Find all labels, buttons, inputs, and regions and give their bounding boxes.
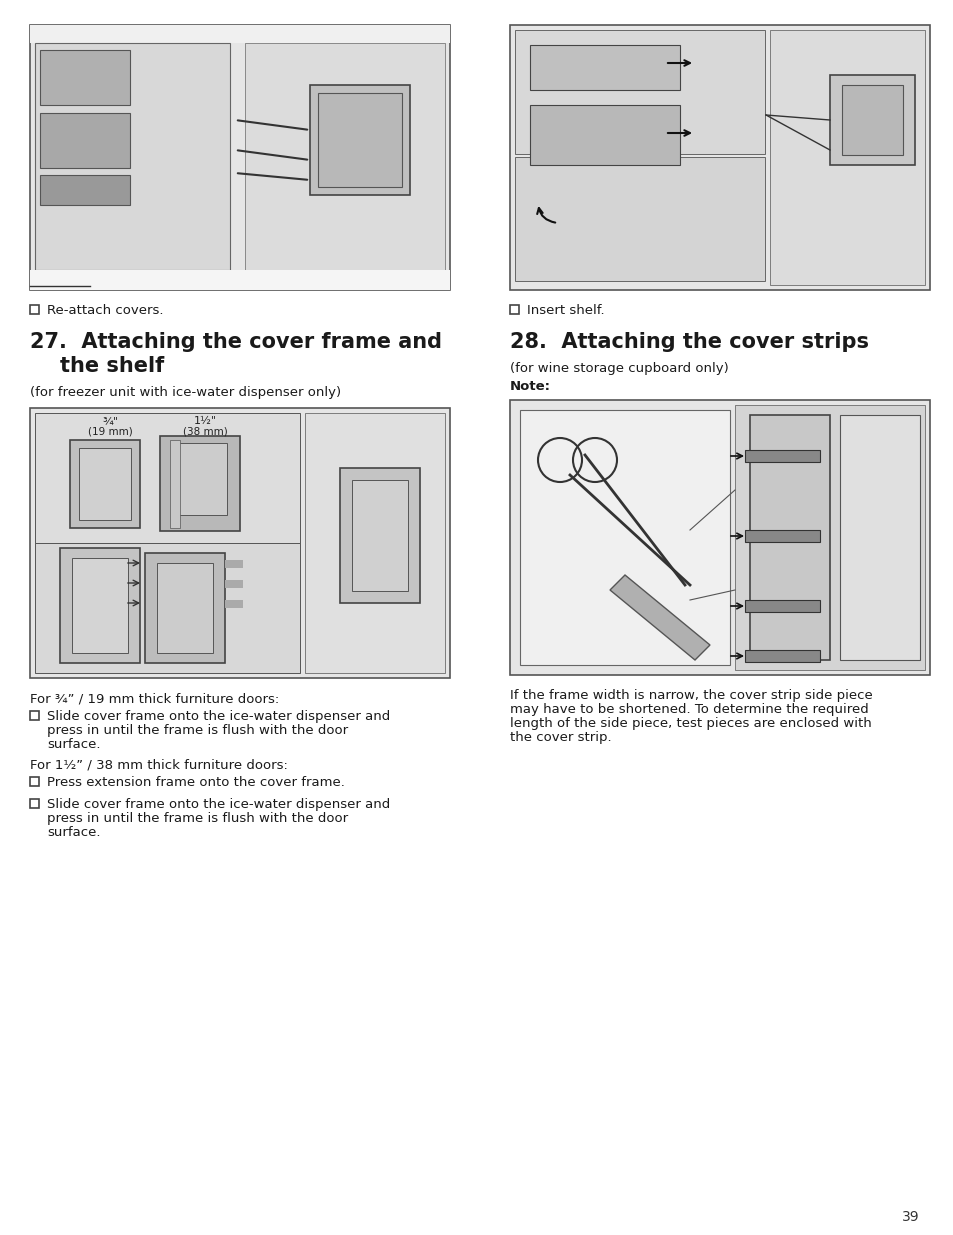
Text: (for freezer unit with ice-water dispenser only): (for freezer unit with ice-water dispens… <box>30 387 341 399</box>
Text: press in until the frame is flush with the door: press in until the frame is flush with t… <box>47 811 348 825</box>
Bar <box>515 30 764 154</box>
Text: may have to be shortened. To determine the required: may have to be shortened. To determine t… <box>510 703 868 716</box>
Text: Re-attach covers.: Re-attach covers. <box>47 304 163 317</box>
Bar <box>841 85 902 156</box>
Bar <box>510 305 518 314</box>
Bar <box>174 443 227 515</box>
Text: surface.: surface. <box>47 739 100 751</box>
Bar <box>339 468 419 603</box>
Bar <box>352 480 408 592</box>
Bar <box>744 600 820 613</box>
Text: For 1½” / 38 mm thick furniture doors:: For 1½” / 38 mm thick furniture doors: <box>30 758 288 771</box>
Bar <box>35 412 299 543</box>
Text: Slide cover frame onto the ice-water dispenser and: Slide cover frame onto the ice-water dis… <box>47 710 390 722</box>
Bar <box>530 44 679 90</box>
Text: (19 mm): (19 mm) <box>88 427 132 437</box>
Bar <box>530 105 679 165</box>
Bar <box>157 563 213 653</box>
Text: Press extension frame onto the cover frame.: Press extension frame onto the cover fra… <box>47 776 345 789</box>
Bar <box>519 410 729 664</box>
Bar <box>79 448 131 520</box>
Text: Insert shelf.: Insert shelf. <box>526 304 604 317</box>
Text: For ¾” / 19 mm thick furniture doors:: For ¾” / 19 mm thick furniture doors: <box>30 692 279 705</box>
Bar <box>30 799 39 808</box>
Bar <box>70 440 140 529</box>
Text: (for wine storage cupboard only): (for wine storage cupboard only) <box>510 362 728 375</box>
Polygon shape <box>609 576 709 659</box>
Text: ¾": ¾" <box>102 416 118 426</box>
Bar <box>71 558 128 653</box>
Bar <box>225 600 243 608</box>
Bar <box>170 440 180 529</box>
Bar <box>734 405 924 671</box>
Text: 28.  Attaching the cover strips: 28. Attaching the cover strips <box>510 332 868 352</box>
Text: the cover strip.: the cover strip. <box>510 731 611 743</box>
Bar <box>744 530 820 542</box>
Bar <box>744 650 820 662</box>
Bar <box>510 25 929 290</box>
Bar <box>40 112 130 168</box>
Bar <box>40 175 130 205</box>
Bar <box>30 777 39 785</box>
Text: the shelf: the shelf <box>60 356 164 375</box>
Text: 1½": 1½" <box>193 416 216 426</box>
Bar <box>317 93 401 186</box>
Text: Note:: Note: <box>510 380 551 393</box>
Bar <box>35 43 230 270</box>
Bar <box>40 49 130 105</box>
Bar <box>60 548 140 663</box>
Bar <box>30 270 450 290</box>
Bar <box>30 408 450 678</box>
Text: surface.: surface. <box>47 826 100 839</box>
Bar <box>515 157 764 282</box>
Text: Slide cover frame onto the ice-water dispenser and: Slide cover frame onto the ice-water dis… <box>47 798 390 811</box>
Bar <box>30 25 450 290</box>
Bar <box>30 305 39 314</box>
Bar <box>30 25 450 43</box>
Bar <box>840 415 919 659</box>
Text: press in until the frame is flush with the door: press in until the frame is flush with t… <box>47 724 348 737</box>
Bar <box>225 580 243 588</box>
Text: length of the side piece, test pieces are enclosed with: length of the side piece, test pieces ar… <box>510 718 871 730</box>
Bar <box>305 412 444 673</box>
Bar <box>769 30 924 285</box>
Bar <box>310 85 410 195</box>
Text: If the frame width is narrow, the cover strip side piece: If the frame width is narrow, the cover … <box>510 689 872 701</box>
Bar <box>829 75 914 165</box>
Bar <box>749 415 829 659</box>
Bar <box>225 559 243 568</box>
Bar <box>510 400 929 676</box>
Bar <box>30 711 39 720</box>
Text: 27.  Attaching the cover frame and: 27. Attaching the cover frame and <box>30 332 441 352</box>
Bar <box>744 450 820 462</box>
Text: 39: 39 <box>902 1210 919 1224</box>
Bar <box>245 43 444 270</box>
Bar <box>160 436 240 531</box>
Text: (38 mm): (38 mm) <box>182 427 227 437</box>
Bar <box>35 543 299 673</box>
Bar <box>145 553 225 663</box>
